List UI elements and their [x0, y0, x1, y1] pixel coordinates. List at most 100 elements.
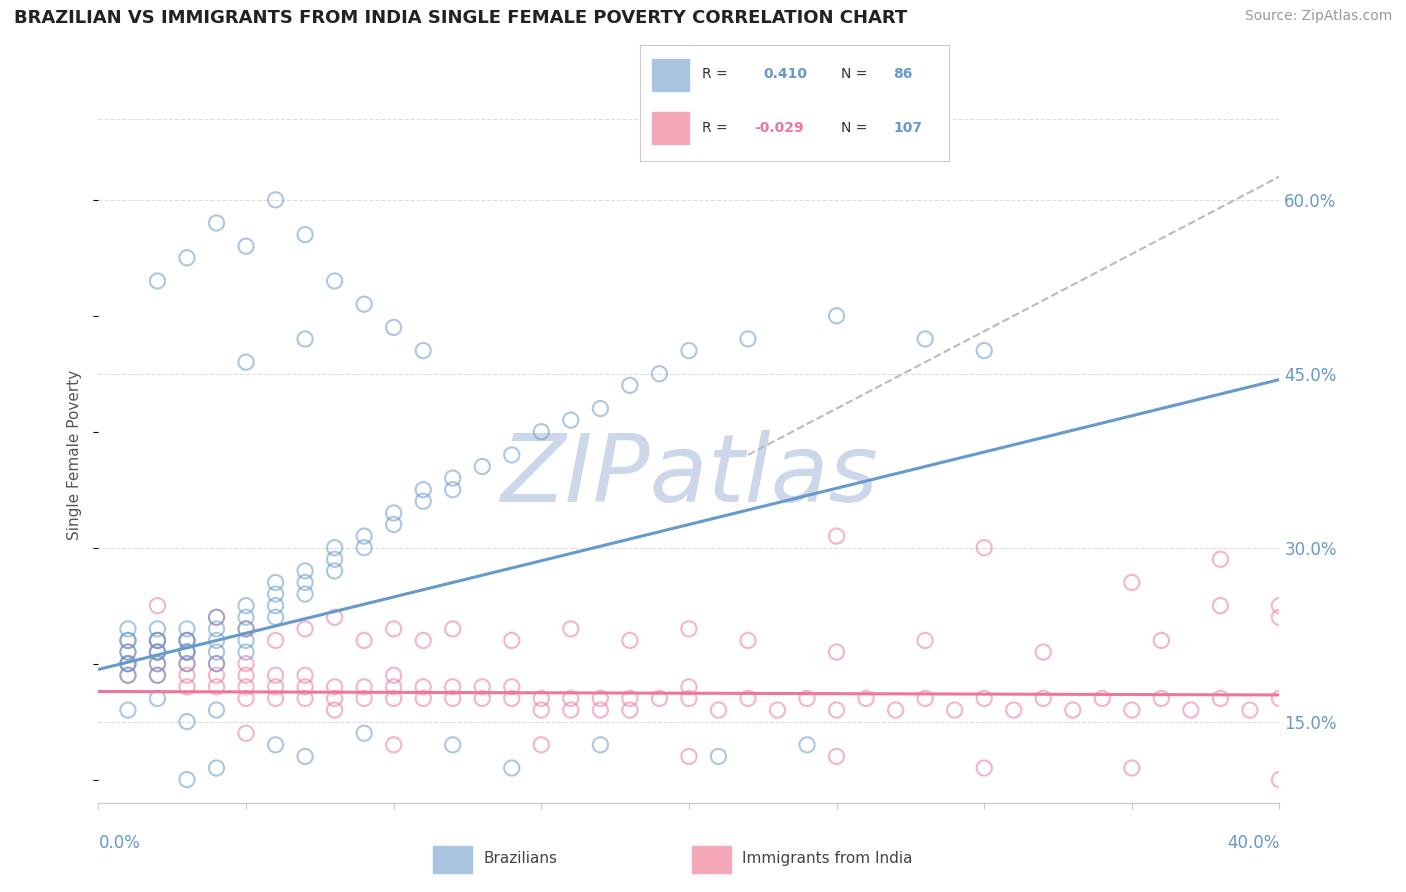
Point [294, 749, 316, 764]
Point [294, 680, 316, 694]
Text: 0.410: 0.410 [763, 67, 807, 81]
Point [441, 483, 464, 497]
Point [1209, 691, 1232, 706]
Point [205, 610, 228, 624]
Point [205, 645, 228, 659]
Point [146, 645, 169, 659]
Point [412, 483, 434, 497]
Point [235, 726, 257, 740]
Point [1239, 703, 1261, 717]
Text: Source: ZipAtlas.com: Source: ZipAtlas.com [1244, 9, 1392, 23]
Point [235, 355, 257, 369]
Point [323, 274, 346, 288]
Text: N =: N = [841, 67, 868, 81]
Point [353, 541, 375, 555]
Point [707, 703, 730, 717]
Point [441, 691, 464, 706]
Point [501, 761, 523, 775]
Point [205, 657, 228, 671]
Point [264, 587, 287, 601]
Point [146, 657, 169, 671]
Point [205, 761, 228, 775]
Point [501, 680, 523, 694]
Point [825, 309, 848, 323]
Point [323, 541, 346, 555]
Point [1062, 703, 1084, 717]
Point [884, 703, 907, 717]
Point [205, 680, 228, 694]
Text: R =: R = [702, 67, 727, 81]
Point [353, 297, 375, 311]
Point [1121, 703, 1143, 717]
Point [619, 703, 641, 717]
Text: Brazilians: Brazilians [484, 851, 558, 866]
Point [707, 749, 730, 764]
Point [619, 691, 641, 706]
Point [412, 680, 434, 694]
Point [117, 622, 139, 636]
Point [117, 633, 139, 648]
Text: 40.0%: 40.0% [1227, 834, 1279, 852]
Point [117, 668, 139, 682]
Point [471, 680, 494, 694]
Point [382, 506, 405, 520]
Point [294, 691, 316, 706]
Point [176, 680, 198, 694]
Point [382, 320, 405, 334]
Point [117, 657, 139, 671]
Point [205, 622, 228, 636]
Point [825, 529, 848, 543]
Point [176, 645, 198, 659]
Point [323, 680, 346, 694]
Point [530, 425, 553, 439]
Point [1209, 599, 1232, 613]
Text: 107: 107 [893, 120, 922, 135]
Point [589, 738, 612, 752]
Point [412, 633, 434, 648]
Point [382, 517, 405, 532]
Point [176, 633, 198, 648]
Point [117, 645, 139, 659]
Point [235, 633, 257, 648]
Point [619, 633, 641, 648]
Point [117, 657, 139, 671]
Point [176, 668, 198, 682]
Point [648, 367, 671, 381]
Point [1268, 691, 1291, 706]
Point [146, 657, 169, 671]
Point [294, 587, 316, 601]
Point [323, 703, 346, 717]
Point [382, 738, 405, 752]
Point [235, 622, 257, 636]
Point [678, 680, 700, 694]
Point [382, 691, 405, 706]
Point [1268, 772, 1291, 787]
Point [589, 691, 612, 706]
Point [353, 633, 375, 648]
Point [176, 657, 198, 671]
Point [205, 703, 228, 717]
Point [294, 227, 316, 242]
Point [382, 680, 405, 694]
Point [796, 691, 818, 706]
Point [737, 691, 759, 706]
Point [825, 645, 848, 659]
Point [146, 633, 169, 648]
Text: R =: R = [702, 120, 727, 135]
Point [176, 633, 198, 648]
Point [146, 668, 169, 682]
Point [205, 633, 228, 648]
Point [264, 738, 287, 752]
Text: 0.0%: 0.0% [98, 834, 141, 852]
Text: BRAZILIAN VS IMMIGRANTS FROM INDIA SINGLE FEMALE POVERTY CORRELATION CHART: BRAZILIAN VS IMMIGRANTS FROM INDIA SINGL… [14, 9, 907, 27]
Point [146, 691, 169, 706]
Point [294, 564, 316, 578]
Point [176, 633, 198, 648]
Point [1180, 703, 1202, 717]
Point [678, 343, 700, 358]
Point [914, 332, 936, 346]
Point [914, 691, 936, 706]
Point [382, 622, 405, 636]
Point [176, 714, 198, 729]
Point [176, 772, 198, 787]
